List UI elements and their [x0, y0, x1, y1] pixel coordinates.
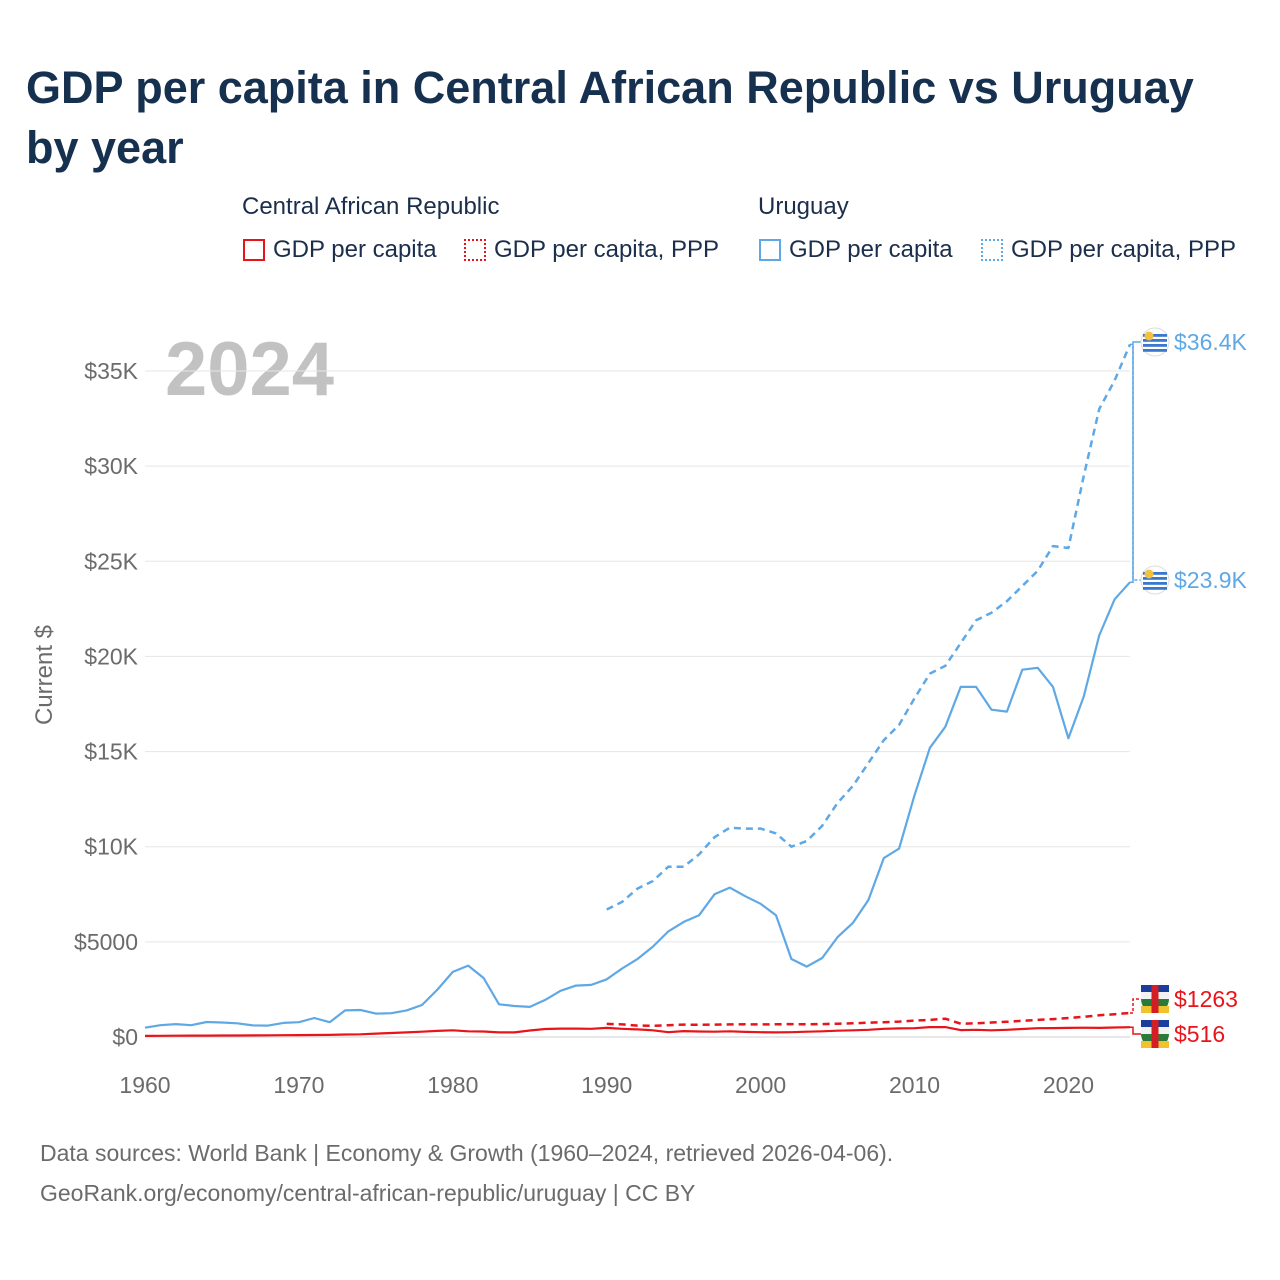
end-value-label: $516 [1174, 1021, 1225, 1047]
legend-item-car-gdp[interactable]: GDP per capita [243, 236, 437, 264]
y-tick-label: $10K [84, 834, 138, 860]
series-line-central-african-republic-gdp-per-capita[interactable] [144, 1025, 1131, 1038]
y-tick-label: $5000 [74, 929, 138, 955]
legend-swatch-solid-red [243, 239, 265, 261]
legend-item-label: GDP per capita, PPP [1011, 236, 1236, 263]
legend-swatch-solid-blue [759, 239, 781, 261]
legend-swatch-dotted-red [464, 239, 486, 261]
y-tick-label: $30K [84, 453, 138, 479]
legend-group-uruguay: Uruguay [758, 193, 849, 220]
flag-vertical-band [1151, 985, 1159, 1013]
flag-sun [1144, 569, 1154, 579]
chart-title: GDP per capita in Central African Republ… [26, 62, 1194, 173]
flag-sun [1144, 331, 1154, 341]
x-tick-label: 1980 [427, 1072, 478, 1098]
legend-item-label: GDP per capita [789, 236, 953, 263]
end-label-connector [1130, 343, 1141, 581]
legend-item-label: GDP per capita, PPP [494, 236, 719, 263]
flag-stripe [1143, 349, 1167, 352]
footer-credit: GeoRank.org/economy/central-african-repu… [40, 1180, 696, 1206]
series-line-uruguay-gdp-per-capita-ppp[interactable] [606, 343, 1132, 911]
x-tick-label: 2010 [889, 1072, 940, 1098]
legend-item-car-gdp-ppp[interactable]: GDP per capita, PPP [464, 236, 719, 264]
x-tick-label: 2020 [1043, 1072, 1094, 1098]
end-value-label: $1263 [1174, 986, 1238, 1012]
end-value-label: $36.4K [1174, 329, 1248, 355]
y-tick-label: $20K [84, 643, 138, 669]
x-tick-label: 1990 [581, 1072, 632, 1098]
flag-stripe [1143, 582, 1167, 585]
series-line-uruguay-gdp-per-capita[interactable] [144, 581, 1131, 1029]
y-tick-label: $35K [84, 358, 138, 384]
flag-stripe [1143, 344, 1167, 347]
y-tick-label: $15K [84, 739, 138, 765]
flag-stripe [1143, 334, 1167, 337]
footer-sources: Data sources: World Bank | Economy & Gro… [40, 1140, 894, 1166]
end-label-connector [1130, 341, 1141, 583]
flag-stripe [1143, 339, 1167, 342]
x-tick-label: 1960 [119, 1072, 170, 1098]
end-value-label: $23.9K [1174, 567, 1248, 593]
series-line-central-african-republic-gdp-per-capita-ppp[interactable] [606, 1011, 1131, 1028]
x-tick-label: 2000 [735, 1072, 786, 1098]
legend-item-uruguay-gdp-ppp[interactable]: GDP per capita, PPP [981, 236, 1236, 264]
y-axis-label: Current $ [31, 625, 58, 725]
legend-swatch-dotted-blue [981, 239, 1003, 261]
flag-stripe [1143, 587, 1167, 590]
year-watermark: 2024 [165, 327, 334, 412]
legend-group-central-african-republic: Central African Republic [242, 193, 500, 220]
flag-stripe [1143, 577, 1167, 580]
y-tick-label: $25K [84, 548, 138, 574]
flag-stripe [1143, 572, 1167, 575]
end-label-connector [1130, 1026, 1141, 1035]
legend-item-uruguay-gdp[interactable]: GDP per capita [759, 236, 953, 264]
end-label-connector [1130, 998, 1141, 1014]
x-tick-label: 1970 [273, 1072, 324, 1098]
legend-item-label: GDP per capita [273, 236, 437, 263]
flag-vertical-band [1151, 1020, 1159, 1048]
y-tick-label: $0 [112, 1024, 138, 1050]
